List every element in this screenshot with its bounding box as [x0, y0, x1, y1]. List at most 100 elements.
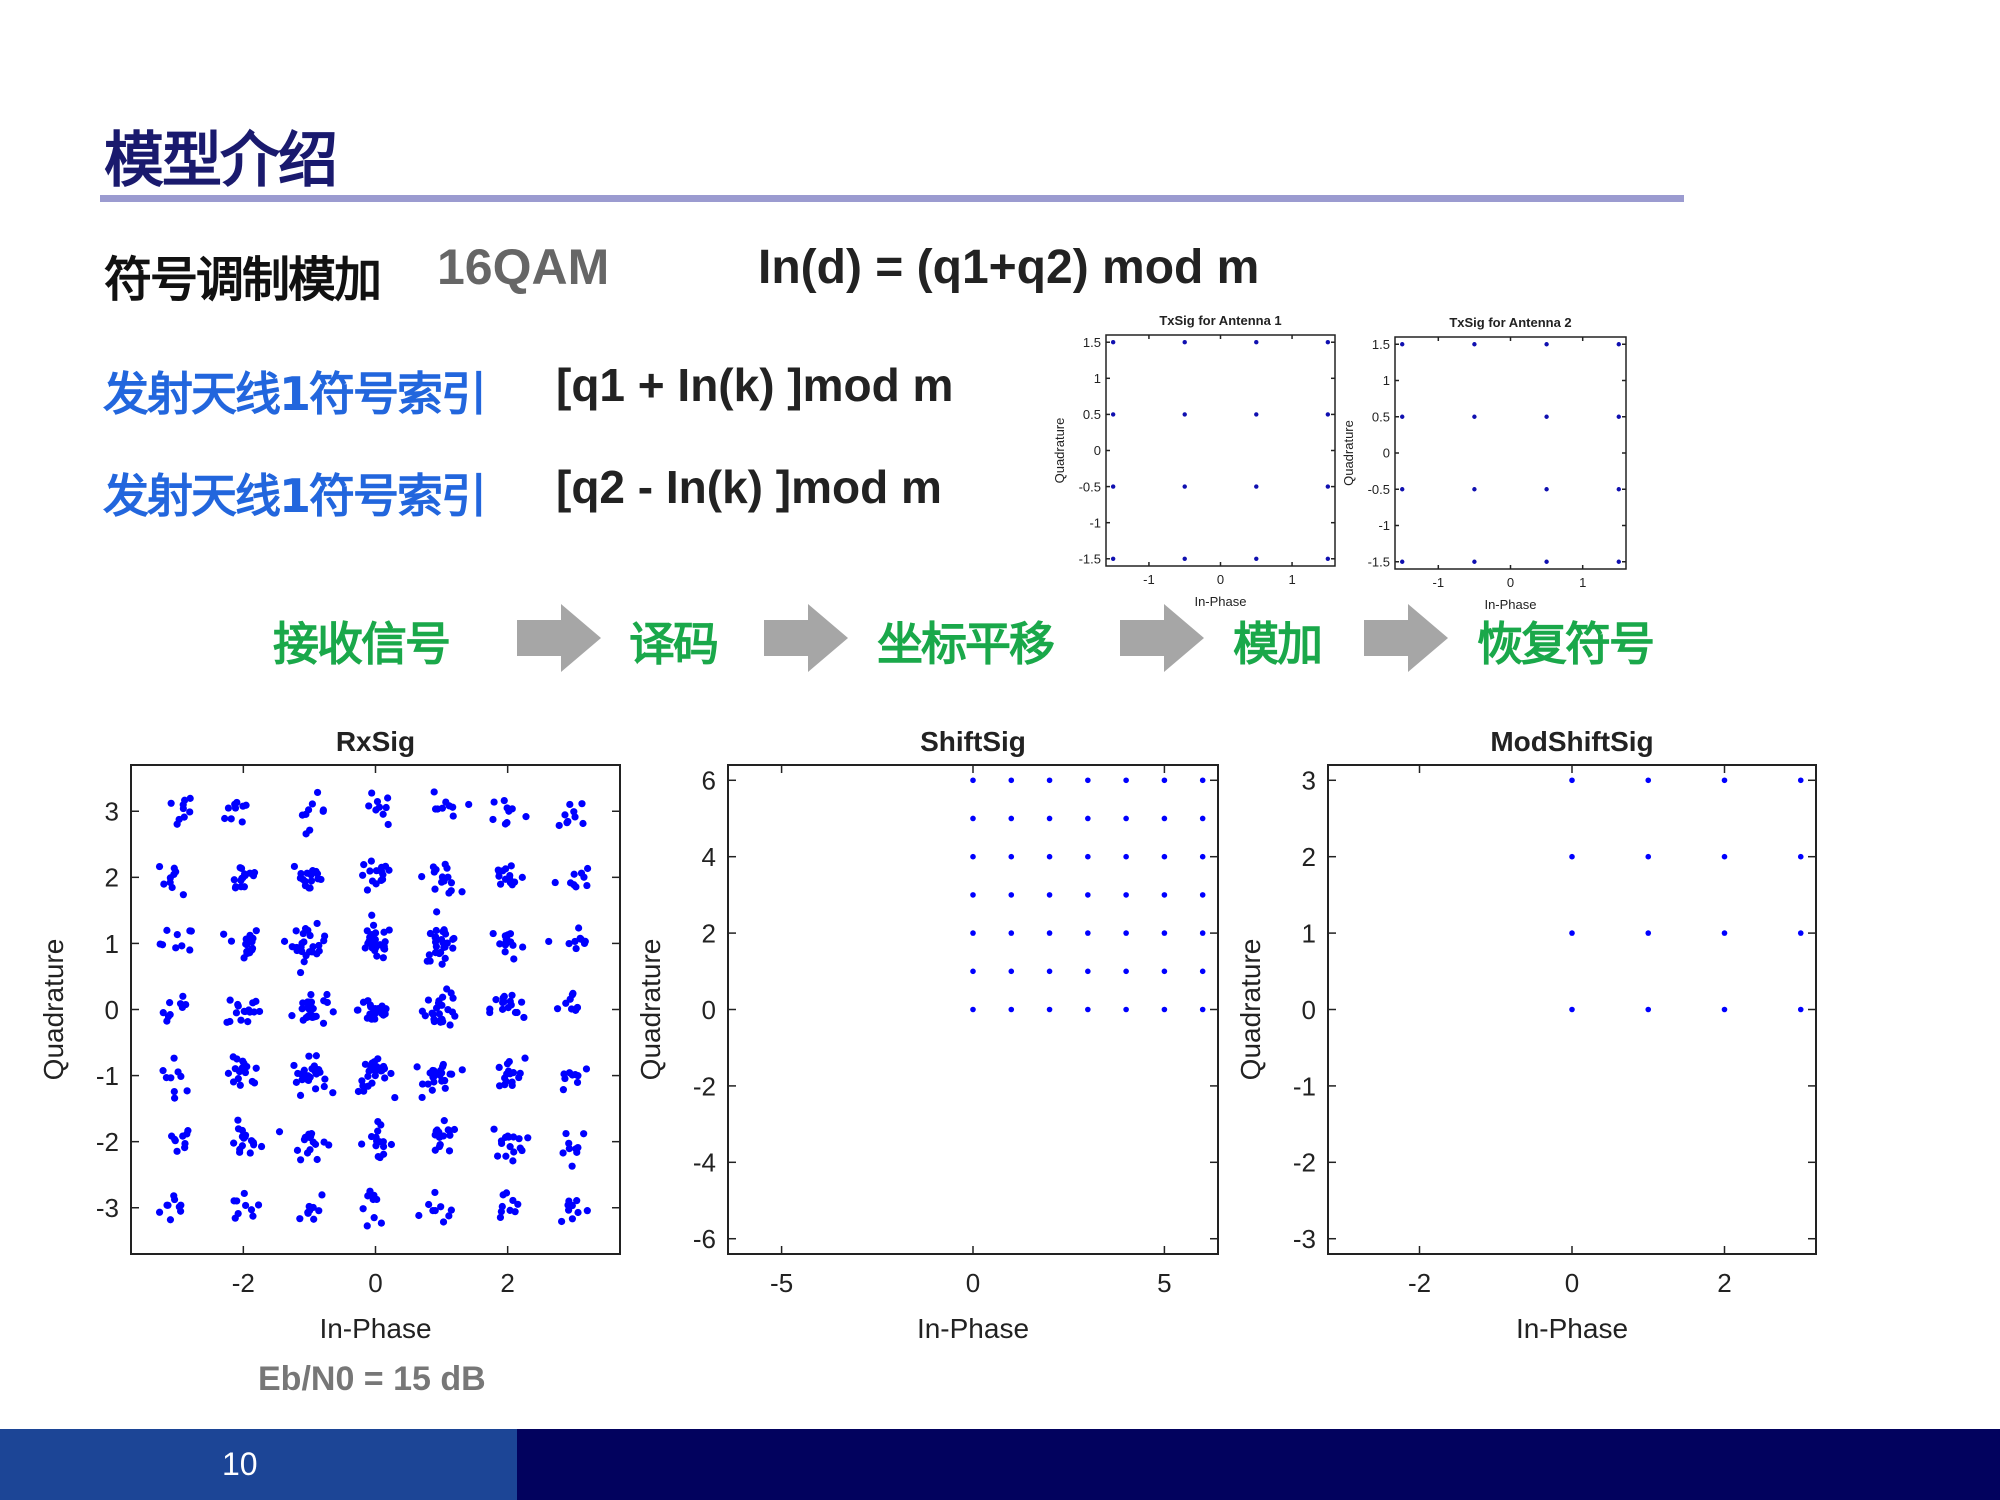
data-point [305, 1202, 313, 1211]
data-point [1085, 968, 1091, 975]
data-point [164, 1012, 173, 1021]
data-point [435, 1133, 444, 1141]
chart-title: TxSig for Antenna 2 [1449, 315, 1571, 330]
data-point [435, 1142, 444, 1151]
data-point [1182, 340, 1187, 345]
data-point [369, 921, 378, 929]
data-point [504, 1004, 512, 1012]
data-point [1046, 968, 1053, 975]
plot-area [1105, 334, 1336, 567]
y-tick-label: -0.5 [1368, 482, 1390, 497]
data-point [522, 813, 530, 821]
data-point [243, 941, 251, 949]
data-point [425, 951, 433, 959]
data-point [1400, 559, 1405, 564]
data-point [378, 875, 387, 884]
data-point [233, 798, 241, 807]
data-point [308, 1065, 316, 1073]
mod-add-formula: In(d) = (q1+q2) mod m [758, 241, 1260, 294]
data-point [230, 876, 238, 884]
page-number: 10 [222, 1446, 258, 1482]
data-point [166, 874, 174, 882]
data-point [1199, 930, 1206, 936]
data-point [364, 997, 372, 1005]
x-axis-label: In-Phase [1516, 1313, 1628, 1344]
data-point [363, 1222, 371, 1230]
data-point [559, 1086, 567, 1094]
data-point [970, 1006, 976, 1013]
chart-title: ModShiftSig [1490, 726, 1653, 757]
data-point [1085, 777, 1091, 784]
data-point [1085, 892, 1091, 898]
data-point [173, 1147, 181, 1155]
data-point [301, 1133, 309, 1141]
data-point [170, 864, 178, 872]
data-point [366, 867, 374, 875]
data-point [298, 1005, 306, 1013]
data-point [437, 948, 445, 957]
data-point [159, 1009, 167, 1017]
data-point [1123, 1006, 1129, 1013]
data-point [227, 815, 235, 823]
x-tick-label: 1 [1579, 575, 1586, 590]
data-point [432, 943, 440, 951]
data-point [555, 821, 563, 830]
data-point [1046, 892, 1053, 898]
data-point [304, 998, 312, 1006]
data-point [232, 1009, 241, 1017]
data-point [510, 955, 518, 963]
data-point [166, 1216, 175, 1224]
data-point [353, 1006, 362, 1014]
data-point [359, 871, 367, 879]
data-point [382, 803, 390, 812]
data-point [558, 1217, 566, 1226]
data-point [319, 1019, 328, 1027]
data-point [441, 943, 449, 951]
data-point [227, 937, 236, 945]
data-point [1721, 1006, 1728, 1013]
data-point [1645, 930, 1652, 936]
data-point [249, 872, 258, 880]
x-tick-label: 0 [966, 1268, 980, 1298]
data-point [317, 875, 325, 884]
data-point [280, 937, 289, 945]
data-point [237, 883, 245, 891]
data-point [458, 1066, 466, 1074]
chart-title: TxSig for Antenna 1 [1159, 313, 1281, 328]
data-point [521, 1054, 529, 1062]
x-tick-label: -1 [1433, 575, 1445, 590]
data-point [516, 1144, 524, 1152]
data-point [434, 999, 443, 1007]
data-point [508, 991, 516, 999]
data-point [304, 1209, 312, 1217]
data-point [229, 1053, 237, 1061]
data-point [1046, 853, 1053, 860]
data-point [358, 1077, 366, 1085]
data-point [323, 990, 331, 999]
x-axis-label: In-Phase [917, 1313, 1029, 1344]
data-point [171, 1094, 179, 1102]
y-tick-label: -1 [96, 1061, 119, 1091]
data-point [234, 1002, 242, 1010]
data-point [440, 926, 448, 934]
data-point [1161, 853, 1168, 860]
data-point [1161, 968, 1168, 975]
data-point [970, 968, 976, 975]
antenna2-index-label: 发射天线1符号索引 [103, 469, 487, 523]
data-point [379, 954, 387, 962]
data-point [221, 814, 229, 823]
data-point [1046, 777, 1053, 784]
data-point [377, 1121, 385, 1129]
data-point [303, 869, 311, 877]
data-point [566, 879, 575, 887]
data-point [376, 1153, 384, 1162]
data-point [252, 1064, 260, 1072]
data-point [1616, 342, 1621, 347]
data-point [300, 958, 308, 966]
data-point [1325, 484, 1331, 489]
y-axis-label: Quadrature [635, 939, 666, 1081]
data-point [242, 801, 250, 809]
data-point [303, 1149, 312, 1157]
data-point [168, 1132, 176, 1140]
y-tick-label: -1.5 [1368, 554, 1390, 569]
